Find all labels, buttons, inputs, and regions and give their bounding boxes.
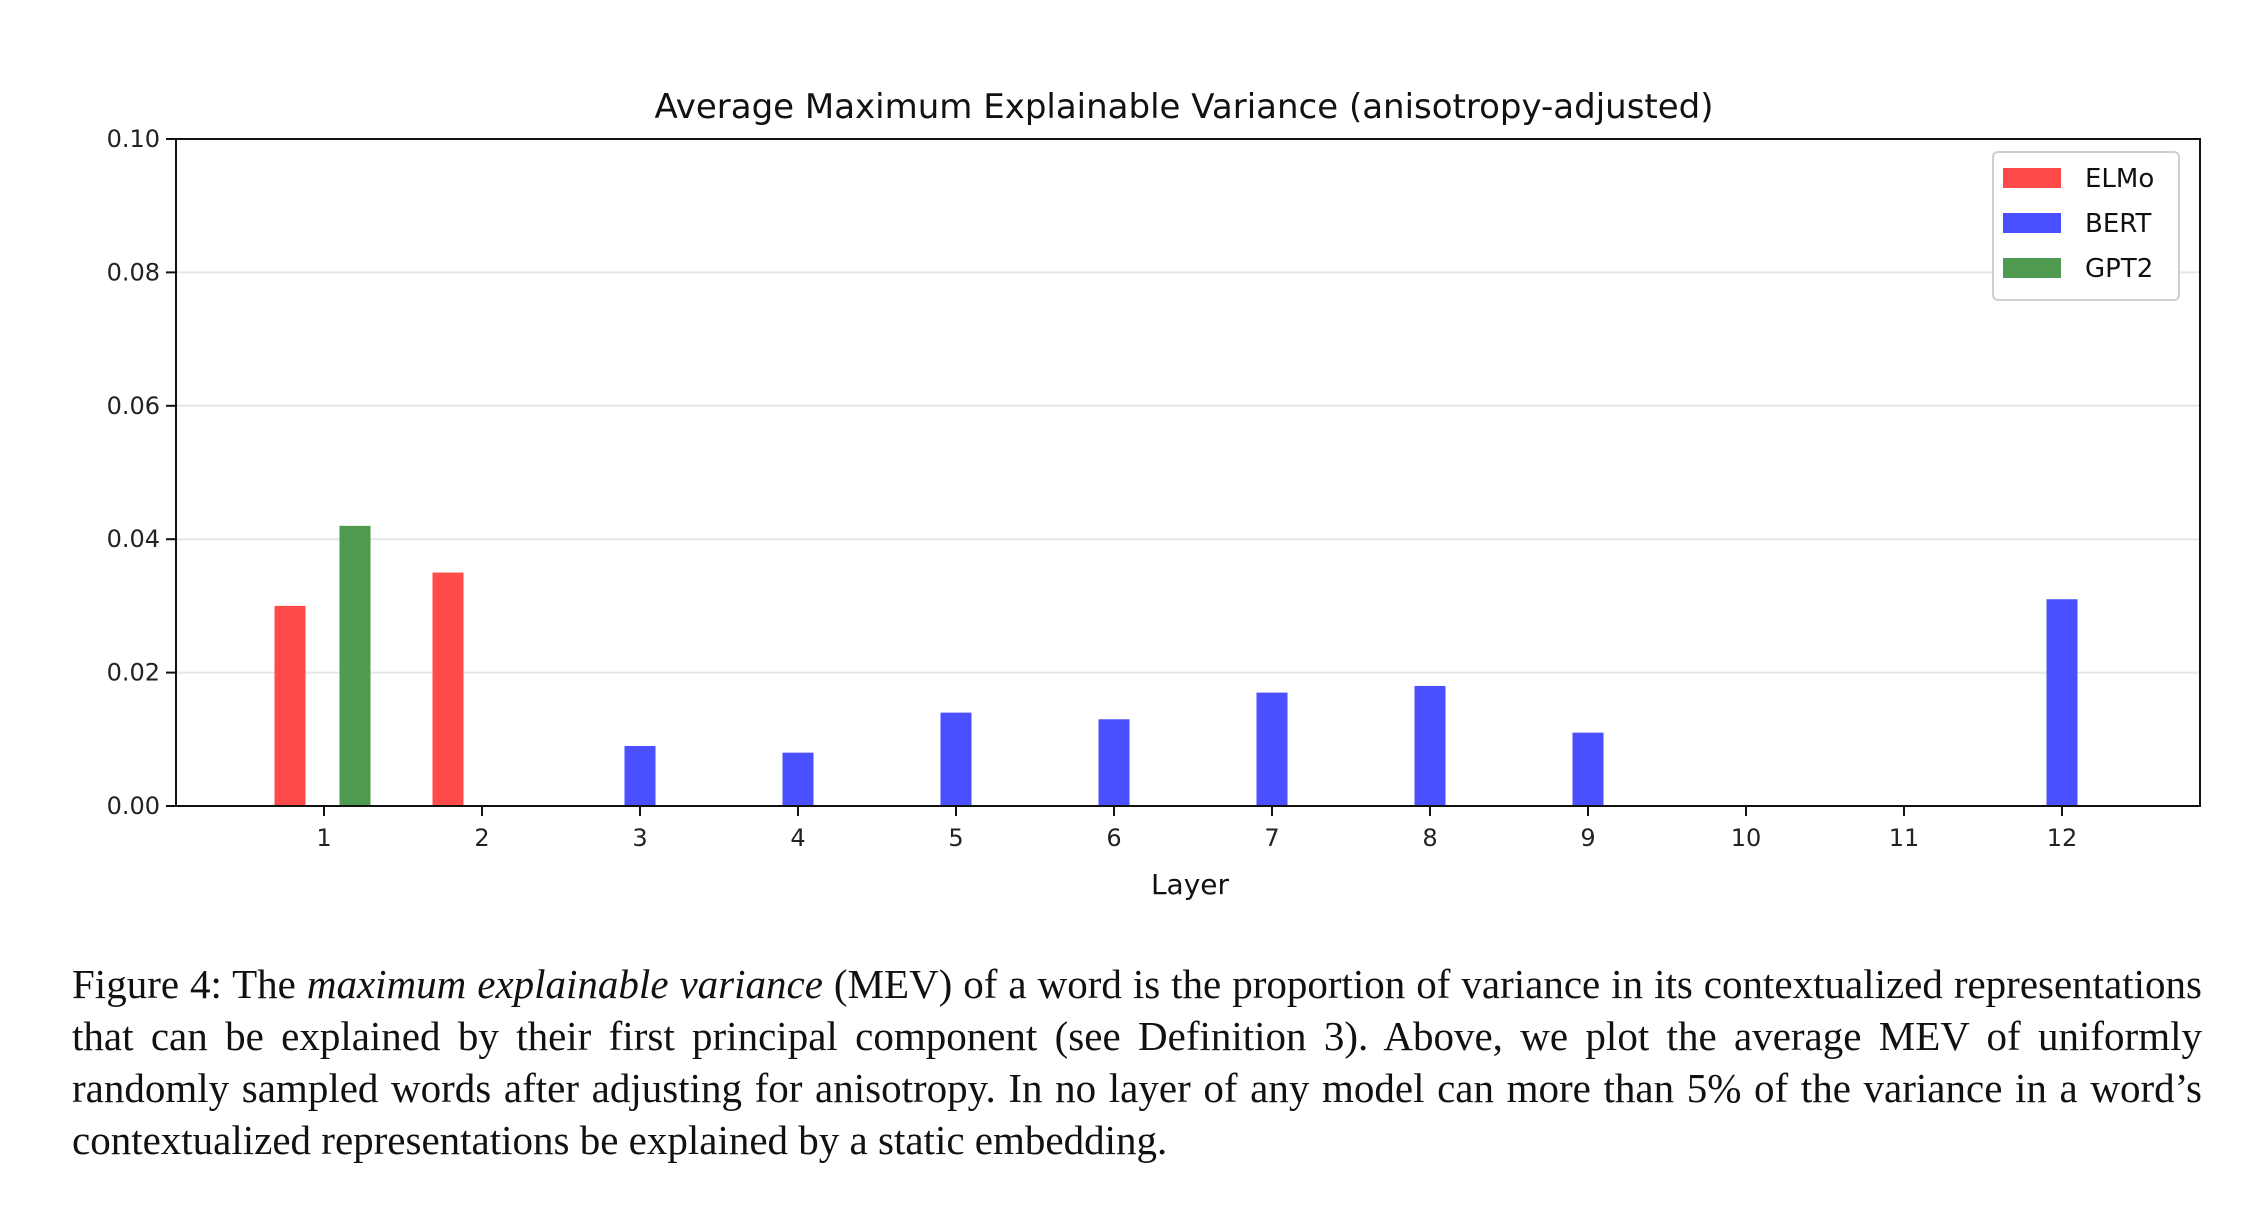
x-tick-label: 5 bbox=[948, 824, 963, 852]
caption-label: Figure 4: The bbox=[72, 961, 307, 1007]
x-axis-label: Layer bbox=[1151, 868, 1230, 901]
x-tick-label: 9 bbox=[1580, 824, 1595, 852]
figure-caption: Figure 4: The maximum explainable varian… bbox=[72, 958, 2202, 1166]
x-axis: 1 2 3 4 5 6 7 8 9 10 11 12 bbox=[316, 806, 2077, 852]
x-tick-label: 3 bbox=[632, 824, 647, 852]
bars bbox=[274, 525, 2078, 806]
bar-gpt2-layer-1 bbox=[339, 525, 371, 806]
bar-bert-layer-7 bbox=[1256, 692, 1288, 806]
y-tick-label: 0.04 bbox=[107, 525, 160, 553]
y-tick-label: 0.08 bbox=[107, 258, 160, 286]
legend-label-elmo: ELMo bbox=[2085, 164, 2154, 194]
x-tick-label: 12 bbox=[2047, 824, 2078, 852]
legend: ELMo BERT GPT2 bbox=[1992, 151, 2180, 301]
y-tick-label: 0.10 bbox=[107, 125, 160, 153]
bar-chart: Average Maximum Explainable Variance (an… bbox=[107, 87, 2201, 901]
legend-swatch-gpt2 bbox=[2003, 258, 2061, 278]
x-tick-label: 4 bbox=[790, 824, 805, 852]
bar-bert-layer-3 bbox=[624, 745, 656, 806]
bar-bert-layer-4 bbox=[782, 752, 814, 806]
bar-bert-layer-12 bbox=[2046, 599, 2078, 806]
x-tick-label: 7 bbox=[1264, 824, 1279, 852]
y-tick-label: 0.06 bbox=[107, 392, 160, 420]
legend-label-gpt2: GPT2 bbox=[2085, 254, 2153, 284]
legend-label-bert: BERT bbox=[2085, 209, 2151, 239]
y-axis: 0.00 0.02 0.04 0.06 0.08 0.10 bbox=[107, 125, 176, 820]
x-tick-label: 2 bbox=[474, 824, 489, 852]
x-tick-label: 10 bbox=[1731, 824, 1762, 852]
x-tick-label: 1 bbox=[316, 824, 331, 852]
chart-title: Average Maximum Explainable Variance (an… bbox=[654, 87, 1713, 127]
legend-swatch-bert bbox=[2003, 213, 2061, 233]
y-tick-label: 0.02 bbox=[107, 659, 160, 687]
bar-bert-layer-6 bbox=[1098, 719, 1130, 806]
bar-elmo-layer-1 bbox=[274, 605, 306, 806]
caption-emphasis: maximum explainable variance bbox=[306, 961, 823, 1007]
x-tick-label: 8 bbox=[1422, 824, 1437, 852]
grid-lines bbox=[176, 271, 2200, 674]
y-tick-label: 0.00 bbox=[107, 792, 160, 820]
caption-body: (MEV) of a word is the proportion of var… bbox=[72, 961, 2203, 1163]
bar-bert-layer-9 bbox=[1572, 732, 1604, 806]
bar-bert-layer-8 bbox=[1414, 685, 1446, 806]
bar-bert-layer-5 bbox=[940, 712, 972, 806]
plot-frame bbox=[175, 138, 2201, 807]
x-tick-label: 6 bbox=[1106, 824, 1121, 852]
legend-swatch-elmo bbox=[2003, 168, 2061, 188]
x-tick-label: 11 bbox=[1889, 824, 1920, 852]
bar-elmo-layer-2 bbox=[432, 572, 464, 806]
